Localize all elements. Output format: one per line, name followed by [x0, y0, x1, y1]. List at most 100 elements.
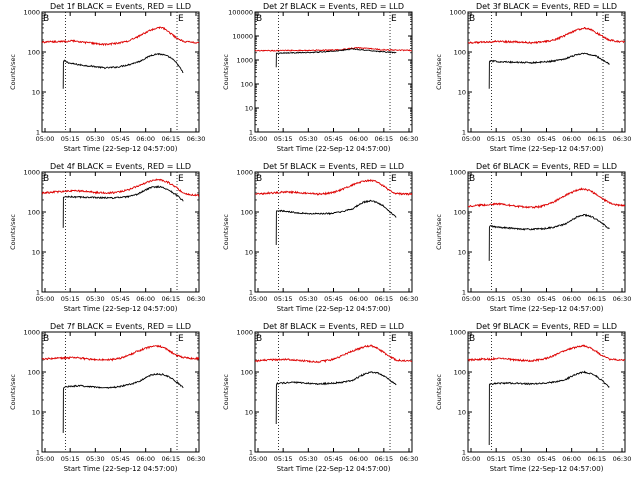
x-tick-label: 05:30	[86, 135, 105, 143]
lld-series-line	[42, 178, 199, 197]
panel-title: Det 4f BLACK = Events, RED = LLD	[50, 162, 191, 171]
y-tick-label: 10	[245, 249, 253, 257]
x-tick-label: 05:45	[324, 135, 343, 143]
lld-series-line	[42, 344, 199, 362]
y-tick-label: 1	[462, 129, 466, 137]
events-series-line	[488, 52, 610, 89]
lld-series-line	[255, 178, 412, 196]
x-tick-label: 05:00	[249, 295, 268, 303]
x-tick-label: 05:00	[462, 295, 481, 303]
panel-title: Det 1f BLACK = Events, RED = LLD	[50, 2, 191, 11]
x-tick-label: 06:30	[400, 295, 419, 303]
y-tick-label: 100	[454, 49, 466, 57]
panel-det-5: Det 5f BLACK = Events, RED = LLD 1 10 100 10…	[222, 162, 418, 313]
x-tick-label: 05:30	[512, 295, 531, 303]
x-tick-label: 06:00	[136, 295, 155, 303]
end-marker-label: E	[391, 14, 397, 24]
x-tick-label: 06:30	[187, 135, 206, 143]
x-tick-label: 06:30	[187, 295, 206, 303]
y-tick-label: 10	[458, 89, 466, 97]
begin-marker-label: B	[256, 174, 262, 184]
x-tick-label: 05:45	[324, 295, 343, 303]
x-tick-label: 05:15	[61, 135, 80, 143]
x-tick-label: 05:30	[86, 455, 105, 463]
y-axis-label: Counts/sec	[435, 214, 443, 250]
x-tick-label: 06:15	[161, 295, 180, 303]
y-axis-label: Counts/sec	[222, 214, 230, 250]
x-tick-label: 05:30	[299, 455, 318, 463]
x-tick-label: 06:15	[374, 135, 393, 143]
x-tick-label: 06:00	[562, 455, 581, 463]
y-tick-label: 100	[241, 209, 253, 217]
begin-marker-label: B	[469, 334, 475, 344]
y-tick-label: 1	[462, 289, 466, 297]
events-series-line	[488, 370, 610, 446]
panel-det-1: Det 1f BLACK = Events, RED = LLD 1 10 100 10…	[9, 2, 205, 153]
x-axis-label: Start Time (22-Sep-12 04:57:00)	[277, 305, 391, 313]
lld-series-line	[255, 46, 412, 52]
y-axis-label: Counts/sec	[435, 374, 443, 410]
x-tick-label: 06:15	[587, 455, 606, 463]
y-tick-label: 100	[241, 369, 253, 377]
x-tick-label: 05:45	[537, 135, 556, 143]
y-axis-label: Counts/sec	[435, 54, 443, 90]
x-tick-label: 06:15	[587, 295, 606, 303]
panel-title: Det 6f BLACK = Events, RED = LLD	[476, 162, 617, 171]
y-axis-label: Counts/sec	[9, 374, 17, 410]
x-tick-label: 05:30	[299, 295, 318, 303]
x-tick-label: 06:15	[374, 455, 393, 463]
x-tick-label: 05:45	[537, 455, 556, 463]
x-tick-label: 06:00	[349, 295, 368, 303]
x-tick-label: 06:30	[613, 295, 632, 303]
x-axis-label: Start Time (22-Sep-12 04:57:00)	[64, 305, 178, 313]
x-tick-label: 06:00	[349, 455, 368, 463]
x-tick-label: 06:30	[613, 455, 632, 463]
y-tick-label: 1000	[236, 329, 253, 337]
x-tick-label: 05:00	[462, 455, 481, 463]
lld-series-line	[468, 26, 625, 45]
lld-series-line	[468, 344, 625, 363]
x-tick-label: 05:15	[487, 135, 506, 143]
x-axis-label: Start Time (22-Sep-12 04:57:00)	[490, 305, 604, 313]
y-axis-label: Counts/sec	[9, 214, 17, 250]
end-marker-label: E	[178, 14, 184, 24]
x-axis-label: Start Time (22-Sep-12 04:57:00)	[277, 145, 391, 153]
end-marker-label: E	[178, 334, 184, 344]
y-tick-label: 1000	[449, 329, 466, 337]
y-tick-label: 1	[36, 129, 40, 137]
panel-title: Det 7f BLACK = Events, RED = LLD	[50, 322, 191, 331]
y-tick-label: 10	[32, 89, 40, 97]
events-series-line	[62, 52, 184, 89]
y-tick-label: 1	[36, 289, 40, 297]
panel-title: Det 8f BLACK = Events, RED = LLD	[263, 322, 404, 331]
y-tick-label: 1000	[236, 169, 253, 177]
x-axis-label: Start Time (22-Sep-12 04:57:00)	[490, 145, 604, 153]
events-series-line	[62, 372, 184, 433]
y-tick-label: 100	[241, 81, 253, 89]
lld-series-line	[468, 187, 625, 209]
panel-det-4: Det 4f BLACK = Events, RED = LLD 1 10 100 10…	[9, 162, 205, 313]
panel-title: Det 2f BLACK = Events, RED = LLD	[263, 2, 404, 11]
x-tick-label: 05:00	[36, 135, 55, 143]
events-series-line	[488, 213, 610, 261]
x-tick-label: 05:45	[111, 295, 130, 303]
x-tick-label: 05:00	[36, 295, 55, 303]
panel-title: Det 5f BLACK = Events, RED = LLD	[263, 162, 404, 171]
begin-marker-label: B	[469, 14, 475, 24]
x-tick-label: 06:15	[374, 295, 393, 303]
x-tick-label: 05:15	[61, 455, 80, 463]
x-tick-label: 06:30	[613, 135, 632, 143]
x-tick-label: 05:30	[512, 455, 531, 463]
x-tick-label: 06:15	[161, 455, 180, 463]
x-tick-label: 06:00	[349, 135, 368, 143]
y-tick-label: 100	[28, 369, 40, 377]
y-axis-label: Counts/sec	[222, 54, 230, 90]
x-axis-label: Start Time (22-Sep-12 04:57:00)	[490, 465, 604, 473]
panel-title: Det 3f BLACK = Events, RED = LLD	[476, 2, 617, 11]
begin-marker-label: B	[256, 14, 262, 24]
x-tick-label: 06:00	[136, 135, 155, 143]
begin-marker-label: B	[469, 174, 475, 184]
y-tick-label: 10	[245, 409, 253, 417]
x-tick-label: 05:30	[299, 135, 318, 143]
panel-det-6: Det 6f BLACK = Events, RED = LLD 1 10 100 10…	[435, 162, 631, 313]
